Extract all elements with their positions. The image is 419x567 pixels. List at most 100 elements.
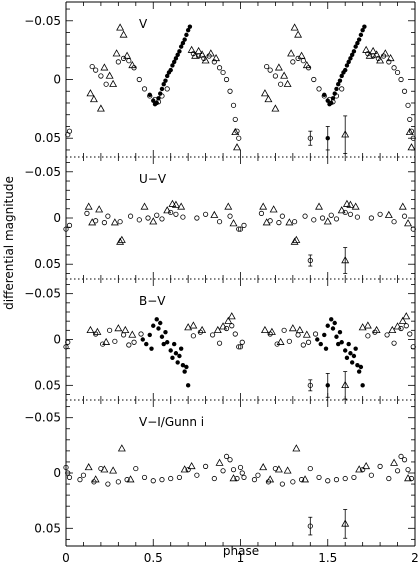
filled-circle-point: [147, 92, 152, 97]
open-circle-point: [141, 474, 148, 481]
filled-circle-point: [332, 91, 337, 96]
open-circle-point: [168, 209, 174, 216]
open-triangle-point: [102, 337, 111, 345]
panel-4: −0.05 0 0.05 0 0.5 1 1.5 2 V−I/Gunn i: [24, 400, 419, 565]
open-circle-point: [290, 59, 296, 65]
open-circle-point: [211, 59, 217, 65]
open-circle-point: [98, 73, 104, 79]
y-tick-label: −0.05: [24, 411, 61, 425]
filled-circle-point: [337, 329, 343, 335]
open-circle-point: [138, 331, 144, 337]
open-triangle-point: [274, 63, 283, 71]
open-triangle-point: [390, 458, 399, 466]
y-tick-label: 0.05: [34, 131, 61, 145]
open-triangle-point: [109, 466, 118, 474]
open-triangle-point: [363, 321, 372, 329]
y-tick-label: 0.05: [34, 521, 61, 535]
open-triangle-point: [168, 199, 177, 207]
y-tick-label: 0: [53, 211, 61, 225]
open-circle-point: [120, 332, 127, 338]
open-circle-point: [126, 58, 132, 64]
open-circle-point: [180, 214, 186, 220]
open-triangle-point: [105, 71, 114, 79]
open-triangle-point: [109, 79, 118, 87]
open-circle-point: [384, 332, 390, 338]
open-triangle-point: [341, 380, 350, 389]
x-tick-label: 2: [411, 551, 419, 565]
open-triangle-point: [219, 322, 228, 330]
open-circle-point: [408, 128, 415, 134]
filled-circle-point: [360, 27, 365, 33]
y-tick-label: 0.05: [34, 378, 61, 392]
open-triangle-point: [95, 205, 104, 213]
open-triangle-point: [405, 127, 414, 136]
open-triangle-point: [302, 60, 311, 69]
open-circle-point: [354, 214, 361, 220]
filled-circle-point: [336, 341, 341, 347]
open-circle-point: [236, 135, 242, 141]
open-triangle-point: [288, 324, 297, 332]
filled-circle-point: [358, 32, 364, 38]
filled-circle-point: [156, 96, 161, 101]
open-circle-point: [410, 344, 416, 350]
open-circle-point: [65, 339, 71, 345]
open-triangle-point: [386, 53, 395, 62]
open-circle-point: [80, 472, 87, 478]
open-circle-point: [302, 213, 308, 219]
open-circle-point: [89, 63, 95, 70]
filled-circle-point: [356, 37, 362, 42]
filled-circle-point: [344, 355, 350, 361]
filled-circle-point: [323, 346, 329, 351]
filled-circle-point: [163, 329, 168, 335]
open-triangle-point: [351, 202, 360, 210]
open-triangle-point: [117, 235, 126, 243]
open-triangle-point: [365, 51, 374, 59]
filled-circle-point: [144, 341, 149, 347]
open-triangle-point: [301, 475, 310, 483]
open-triangle-point: [285, 218, 294, 226]
filled-circle-point: [170, 355, 175, 361]
filled-circle-point: [334, 86, 339, 92]
filled-circle-point: [161, 81, 166, 87]
open-circle-point: [351, 474, 357, 481]
filled-circle-point: [325, 323, 330, 328]
panel-label: V: [139, 17, 148, 31]
open-triangle-point: [84, 463, 93, 471]
open-circle-point: [272, 73, 278, 79]
filled-circle-point: [159, 334, 165, 339]
open-circle-point: [401, 213, 408, 219]
open-triangle-point: [292, 444, 301, 452]
filled-circle-point: [158, 320, 163, 326]
open-circle-point: [66, 128, 73, 134]
open-circle-point: [230, 102, 237, 108]
filled-circle-point: [159, 86, 165, 92]
open-triangle-point: [269, 205, 278, 213]
open-circle-point: [232, 116, 238, 123]
open-circle-point: [239, 339, 245, 345]
open-triangle-point: [194, 46, 203, 55]
open-circle-point: [164, 86, 170, 92]
filled-circle-point: [147, 332, 152, 338]
open-circle-point: [230, 467, 237, 473]
open-circle-point: [281, 327, 287, 333]
open-triangle-point: [297, 51, 306, 59]
open-triangle-point: [198, 50, 207, 58]
open-triangle-point: [362, 461, 371, 470]
open-circle-point: [209, 332, 216, 338]
filled-circle-point: [315, 337, 320, 342]
open-circle-point: [339, 86, 345, 92]
open-circle-point: [398, 453, 404, 460]
open-circle-point: [84, 210, 90, 216]
open-circle-point: [227, 213, 233, 219]
open-circle-point: [300, 342, 306, 348]
open-circle-point: [391, 65, 397, 71]
open-circle-point: [227, 457, 233, 463]
x-tick-label: 1.5: [318, 551, 337, 565]
open-circle-point: [112, 338, 118, 344]
open-circle-point: [103, 81, 109, 87]
open-triangle-point: [267, 327, 276, 335]
open-circle-point: [223, 76, 230, 83]
open-circle-point: [236, 226, 242, 232]
open-triangle-point: [290, 237, 299, 245]
